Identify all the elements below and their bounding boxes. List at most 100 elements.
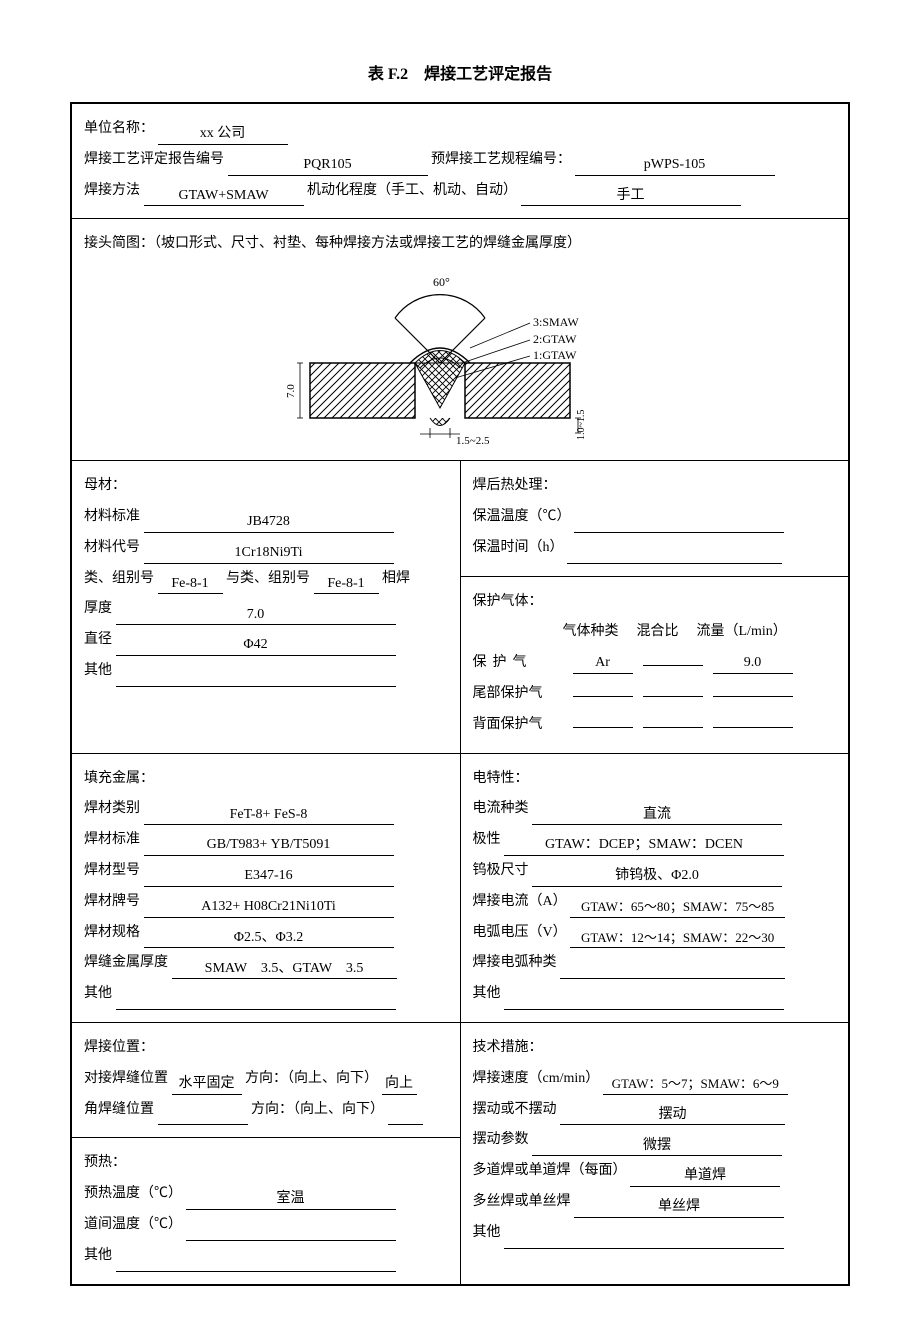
thickness-label: 7.0 [285, 384, 297, 398]
trail-mix [643, 680, 703, 697]
preheat-temp: 室温 [186, 1189, 396, 1210]
base-heading: 母材： [84, 471, 448, 502]
gas-col1: 气体种类 [563, 617, 619, 648]
joint-cell: 接头简图：（坡口形式、尺寸、衬垫、每种焊接方法或焊接工艺的焊缝金属厚度） [71, 219, 849, 461]
root-gap-label: 1.5~2.5 [456, 435, 490, 447]
filler-type: E347-16 [144, 866, 394, 887]
base-code-label: 材料代号 [84, 540, 140, 555]
filler-cat: FeT-8+ FeS-8 [144, 805, 394, 826]
mech-value: 手工 [521, 186, 741, 207]
pass: 单道焊 [630, 1166, 780, 1187]
root-height-label: 1.0~1.5 [576, 410, 587, 440]
gas-cell: 保护气体： 气体种类 混合比 流量（L/min） 保护气 Ar 9.0 尾部保护… [460, 576, 849, 753]
dia: Φ42 [116, 635, 396, 656]
volt-label: 电弧电压（V） [473, 925, 567, 940]
base-other [116, 670, 396, 687]
curr: 直流 [532, 805, 782, 826]
osc: 摆动 [560, 1105, 785, 1126]
base-code: 1Cr18Ni9Ti [144, 543, 394, 564]
gas-col2: 混合比 [637, 617, 679, 648]
class-suffix: 相焊 [382, 571, 410, 586]
curr-label: 电流种类 [473, 801, 529, 816]
company-label: 单位名称： [84, 121, 154, 136]
pass1-label: 1:GTAW [533, 348, 577, 362]
butt-label: 对接焊缝位置 [84, 1071, 168, 1086]
base-std: JB4728 [144, 512, 394, 533]
inter-label: 道间温度（℃） [84, 1217, 182, 1232]
class-mid: 与类、组别号 [226, 571, 310, 586]
pass3-label: 3:SMAW [533, 315, 579, 329]
butt: 水平固定 [172, 1074, 242, 1095]
filler-std: GB/T983+ YB/T5091 [144, 835, 394, 856]
elec-cell: 电特性： 电流种类 直流 极性 GTAW：DCEP；SMAW：DCEN 钨极尺寸… [460, 753, 849, 1022]
shield-mix [643, 649, 703, 666]
shield-label: 保护气 [473, 648, 563, 679]
pqr-value: PQR105 [228, 155, 428, 176]
preheat-temp-label: 预热温度（℃） [84, 1186, 182, 1201]
osc-param-label: 摆动参数 [473, 1132, 529, 1147]
thk-label: 厚度 [84, 601, 112, 616]
fillet [158, 1109, 248, 1126]
page-title: 表 F.2 焊接工艺评定报告 [70, 60, 850, 84]
filler-depth-label: 焊缝金属厚度 [84, 955, 168, 970]
back-type [573, 711, 633, 728]
pol-label: 极性 [473, 832, 501, 847]
fillet-dir-label: 方向：（向上、向下） [251, 1102, 384, 1117]
filler-brand-label: 焊材牌号 [84, 894, 140, 909]
joint-diagram: 60° [84, 268, 836, 448]
amp-label: 焊接电流（A） [473, 894, 567, 909]
method-label: 焊接方法 [84, 183, 140, 198]
filler-other-label: 其他 [84, 986, 112, 1001]
pwht-temp [574, 516, 784, 533]
osc-param: 微摆 [532, 1136, 782, 1157]
preheat-other-label: 其他 [84, 1248, 112, 1263]
volt: GTAW：12～14；SMAW：22～30 [570, 929, 785, 948]
elec-heading: 电特性： [473, 764, 837, 795]
pwps-label: 预焊接工艺规程编号： [431, 152, 571, 167]
back-mix [643, 711, 703, 728]
report-table: 单位名称： xx 公司 焊接工艺评定报告编号 PQR105 预焊接工艺规程编号：… [70, 102, 850, 1286]
joint-note: 接头简图：（坡口形式、尺寸、衬垫、每种焊接方法或焊接工艺的焊缝金属厚度） [84, 229, 836, 260]
pwht-heading: 焊后热处理： [473, 471, 837, 502]
pol: GTAW：DCEP；SMAW：DCEN [504, 835, 784, 856]
tech-other-label: 其他 [473, 1225, 501, 1240]
class1: Fe-8-1 [158, 574, 223, 595]
dia-label: 直径 [84, 632, 112, 647]
header-cell: 单位名称： xx 公司 焊接工艺评定报告编号 PQR105 预焊接工艺规程编号：… [71, 103, 849, 219]
pwht-temp-label: 保温温度（℃） [473, 509, 571, 524]
gas-col3: 流量（L/min） [697, 617, 787, 648]
tung-label: 钨极尺寸 [473, 863, 529, 878]
filler-type-label: 焊材型号 [84, 863, 140, 878]
filler-cell: 填充金属： 焊材类别 FeT-8+ FeS-8 焊材标准 GB/T983+ YB… [71, 753, 460, 1022]
pwht-time-label: 保温时间（h） [473, 540, 564, 555]
wire-label: 多丝焊或单丝焊 [473, 1194, 571, 1209]
filler-heading: 填充金属： [84, 764, 448, 795]
base-other-label: 其他 [84, 663, 112, 678]
base-metal-cell: 母材： 材料标准 JB4728 材料代号 1Cr18Ni9Ti 类、组别号 Fe… [71, 461, 460, 753]
dir-label: 方向：（向上、向下） [245, 1071, 378, 1086]
method-value: GTAW+SMAW [144, 186, 304, 207]
filler-brand: A132+ H08Cr21Ni10Ti [144, 897, 394, 918]
wire: 单丝焊 [574, 1197, 784, 1218]
pass-label: 多道焊或单道焊（每面） [473, 1163, 627, 1178]
preheat-heading: 预热： [84, 1148, 448, 1179]
angle-label: 60° [433, 275, 450, 289]
fillet-dir [388, 1109, 423, 1126]
pwht-cell: 焊后热处理： 保温温度（℃） 保温时间（h） [460, 461, 849, 576]
company-value: xx 公司 [158, 124, 288, 145]
tech-cell: 技术措施： 焊接速度（cm/min） GTAW：5～7；SMAW：6～9 摆动或… [460, 1022, 849, 1284]
filler-other [116, 993, 396, 1010]
inter [186, 1224, 396, 1241]
speed-label: 焊接速度（cm/min） [473, 1071, 600, 1086]
position-cell: 焊接位置： 对接焊缝位置 水平固定 方向：（向上、向下） 向上 角焊缝位置 方向… [71, 1022, 460, 1137]
filler-spec: Φ2.5、Φ3.2 [144, 928, 394, 949]
pqr-label: 焊接工艺评定报告编号 [84, 152, 224, 167]
trail-label: 尾部保护气 [473, 679, 563, 710]
elec-other [504, 993, 784, 1010]
back-label: 背面保护气 [473, 710, 563, 741]
tech-other [504, 1232, 784, 1249]
thk: 7.0 [116, 605, 396, 626]
arc [560, 962, 785, 979]
base-std-label: 材料标准 [84, 509, 140, 524]
shield-flow: 9.0 [713, 653, 793, 674]
